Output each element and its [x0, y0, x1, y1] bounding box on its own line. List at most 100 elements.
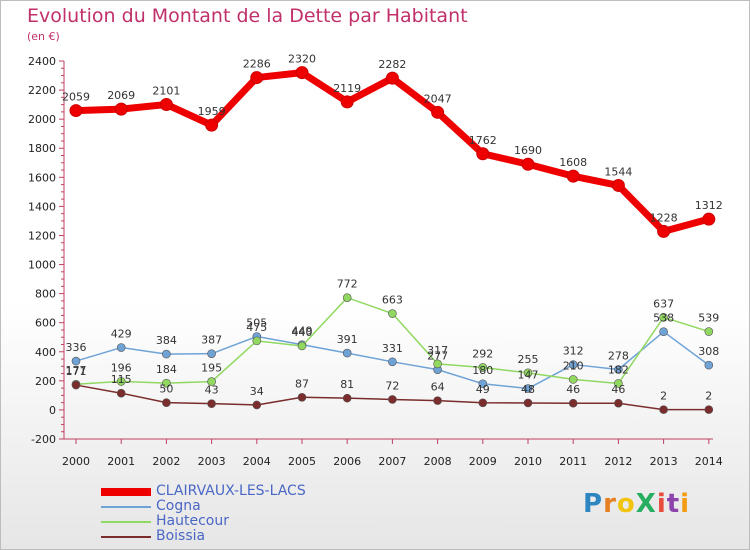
data-label-clairvaux-les-lacs: 1608	[559, 156, 587, 169]
data-label-boissia: 64	[431, 381, 445, 394]
data-label-hautecour: 184	[156, 363, 177, 376]
y-tick-label: 200	[35, 375, 56, 388]
brand-letter: P	[583, 489, 604, 519]
legend-swatch	[101, 488, 151, 496]
data-label-clairvaux-les-lacs: 1959	[198, 105, 226, 118]
y-tick-label: 1400	[28, 200, 56, 213]
data-point-clairvaux-les-lacs	[566, 169, 580, 183]
data-label-cogna: 387	[201, 334, 222, 347]
chart-title: Evolution du Montant de la Dette par Hab…	[27, 5, 468, 27]
y-tick-label: 400	[35, 346, 56, 359]
brand-letter: o	[616, 489, 636, 519]
x-tick-label: 2011	[559, 455, 587, 468]
data-point-cogna	[207, 349, 216, 358]
data-label-boissia: 48	[521, 383, 535, 396]
data-label-cogna: 336	[66, 341, 87, 354]
y-tick-label: 1200	[28, 229, 56, 242]
legend-label: Cogna	[156, 498, 201, 514]
data-label-hautecour: 195	[201, 362, 222, 375]
data-point-clairvaux-les-lacs	[295, 66, 309, 80]
data-label-boissia: 87	[295, 377, 309, 390]
data-point-hautecour	[162, 378, 171, 388]
legend-swatch	[101, 521, 151, 523]
data-label-cogna: 278	[608, 350, 629, 363]
data-point-boissia	[523, 398, 533, 408]
legend-swatch	[101, 536, 151, 538]
data-point-boissia	[478, 398, 488, 408]
brand-letter: i	[680, 489, 691, 519]
data-label-boissia: 2	[660, 390, 667, 403]
data-point-clairvaux-les-lacs	[476, 147, 490, 161]
data-point-boissia	[388, 395, 397, 404]
data-point-hautecour	[478, 363, 488, 372]
x-tick-label: 2008	[424, 455, 452, 468]
data-label-cogna: 538	[653, 312, 674, 325]
data-label-hautecour: 196	[111, 361, 132, 374]
data-label-hautecour: 182	[608, 363, 629, 376]
data-point-clairvaux-les-lacs	[69, 104, 83, 118]
data-label-clairvaux-les-lacs: 2320	[288, 53, 316, 66]
x-tick-label: 2012	[604, 455, 632, 468]
brand-letter: t	[666, 489, 681, 519]
x-tick-label: 2003	[198, 455, 226, 468]
x-tick-label: 2004	[243, 455, 271, 468]
data-point-hautecour	[659, 313, 668, 322]
data-point-boissia	[297, 392, 307, 402]
data-point-boissia	[162, 398, 171, 407]
data-label-clairvaux-les-lacs: 2101	[152, 84, 180, 97]
data-point-hautecour	[568, 375, 578, 384]
data-point-clairvaux-les-lacs	[205, 118, 219, 132]
data-label-cogna: 384	[156, 334, 177, 347]
data-label-clairvaux-les-lacs: 2069	[107, 89, 135, 102]
data-label-hautecour: 210	[563, 359, 584, 372]
data-label-hautecour: 317	[427, 344, 448, 357]
data-label-cogna: 277	[427, 350, 448, 363]
data-label-clairvaux-les-lacs: 2119	[333, 82, 361, 95]
data-label-cogna: 331	[382, 342, 403, 355]
data-label-cogna: 429	[111, 328, 132, 341]
y-tick-label: 1000	[28, 259, 56, 272]
y-tick-label: 0	[49, 404, 56, 417]
data-point-boissia	[71, 380, 81, 390]
x-tick-label: 2002	[152, 455, 180, 468]
data-point-clairvaux-les-lacs	[702, 212, 716, 226]
data-point-boissia	[614, 398, 623, 408]
data-point-boissia	[252, 400, 262, 410]
data-point-clairvaux-les-lacs	[385, 71, 399, 85]
data-point-boissia	[704, 405, 714, 414]
data-label-cogna: 308	[698, 345, 719, 358]
x-tick-label: 2001	[107, 455, 135, 468]
data-label-hautecour: 539	[698, 312, 719, 325]
legend-swatch	[101, 506, 151, 508]
data-point-hautecour	[388, 309, 397, 318]
data-label-boissia: 46	[611, 383, 625, 396]
legend-label: CLAIRVAUX-LES-LACS	[156, 483, 306, 499]
y-tick-label: 1800	[28, 142, 56, 155]
data-point-hautecour	[116, 377, 126, 386]
y-tick-label: 600	[35, 317, 56, 330]
data-point-clairvaux-les-lacs	[521, 157, 535, 171]
data-label-cogna: 449	[292, 325, 313, 338]
data-point-hautecour	[614, 379, 623, 388]
data-point-boissia	[568, 398, 578, 408]
data-point-clairvaux-les-lacs	[611, 178, 625, 192]
y-tick-label: -200	[31, 433, 56, 446]
data-label-clairvaux-les-lacs: 2059	[62, 91, 90, 104]
data-point-boissia	[116, 388, 126, 398]
data-point-boissia	[659, 405, 668, 414]
x-tick-label: 2005	[288, 455, 316, 468]
data-label-hautecour: 255	[518, 353, 539, 366]
data-label-boissia: 46	[566, 383, 580, 396]
y-tick-label: 800	[35, 288, 56, 301]
chart-subtitle: (en €)	[27, 30, 60, 43]
brand-letter: r	[603, 489, 617, 519]
brand-letter: X	[635, 489, 657, 519]
data-point-hautecour	[523, 368, 533, 378]
data-point-cogna	[523, 384, 533, 393]
x-tick-label: 2000	[62, 455, 90, 468]
x-tick-label: 2006	[333, 455, 361, 468]
data-label-cogna: 180	[472, 364, 493, 377]
x-tick-label: 2009	[469, 455, 497, 468]
data-point-cogna	[116, 343, 126, 352]
